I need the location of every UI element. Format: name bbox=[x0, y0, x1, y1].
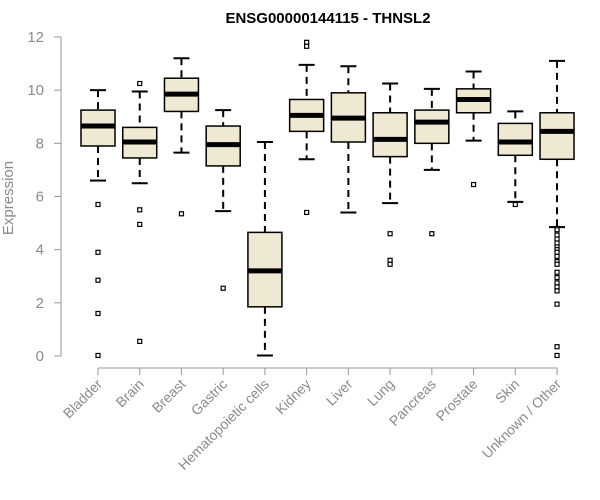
box-hematopoietic-cells bbox=[247, 141, 283, 357]
outlier-point-skin-0 bbox=[512, 201, 518, 208]
box-bladder bbox=[80, 89, 116, 359]
y-tick-label-12: 12 bbox=[27, 29, 44, 46]
boxes-group bbox=[80, 39, 575, 359]
outlier-point-brain-2 bbox=[137, 221, 143, 228]
x-tick-label-bladder: Bladder bbox=[60, 376, 106, 422]
outlier-point-unknown-other-16 bbox=[554, 301, 560, 307]
iqr-box-pancreas bbox=[414, 109, 450, 145]
x-tick-label-unknown-other: Unknown / Other bbox=[479, 376, 565, 462]
outlier-point-bladder-2 bbox=[95, 277, 101, 283]
outlier-point-unknown-other-8 bbox=[554, 253, 560, 259]
outlier-point-bladder-3 bbox=[95, 310, 101, 317]
box-unknown-other bbox=[539, 59, 575, 359]
y-tick-label-4: 4 bbox=[36, 242, 44, 259]
outlier-point-unknown-other-17 bbox=[554, 344, 560, 350]
outlier-point-unknown-other-12 bbox=[554, 274, 560, 281]
x-tick-label-prostate: Prostate bbox=[433, 376, 481, 424]
y-axis-ticks: 0 2 4 6 8 10 12 bbox=[27, 29, 61, 365]
iqr-box-skin bbox=[497, 122, 534, 157]
y-tick-label-8: 8 bbox=[36, 135, 44, 152]
outlier-point-brain-0 bbox=[137, 80, 143, 87]
y-tick-label-10: 10 bbox=[27, 82, 44, 99]
outlier-point-unknown-other-11 bbox=[554, 269, 560, 275]
outlier-point-brain-3 bbox=[137, 338, 143, 344]
outlier-point-unknown-other-10 bbox=[554, 261, 560, 267]
y-tick-label-2: 2 bbox=[36, 295, 44, 312]
box-skin bbox=[497, 110, 534, 208]
outlier-point-bladder-0 bbox=[95, 201, 101, 208]
outlier-point-brain-1 bbox=[137, 207, 143, 213]
x-tick-label-liver: Liver bbox=[323, 376, 356, 409]
box-lung bbox=[372, 82, 408, 267]
box-liver bbox=[330, 65, 367, 214]
iqr-box-lung bbox=[372, 112, 408, 158]
box-kidney bbox=[288, 39, 325, 216]
outlier-point-gastric-0 bbox=[220, 285, 226, 291]
x-tick-label-lung: Lung bbox=[364, 376, 397, 409]
box-breast bbox=[163, 57, 200, 217]
y-tick-label-6: 6 bbox=[36, 189, 44, 206]
box-gastric bbox=[205, 109, 241, 291]
y-tick-label-0: 0 bbox=[36, 348, 44, 365]
outlier-point-kidney-2 bbox=[304, 209, 310, 216]
outlier-point-breast-0 bbox=[178, 211, 185, 217]
outlier-point-bladder-1 bbox=[95, 249, 101, 255]
outlier-point-bladder-4 bbox=[95, 352, 101, 359]
box-brain bbox=[121, 80, 158, 344]
x-tick-label-skin: Skin bbox=[492, 376, 523, 407]
box-pancreas bbox=[414, 87, 450, 237]
outlier-point-pancreas-0 bbox=[429, 231, 435, 237]
box-prostate bbox=[455, 70, 492, 188]
outlier-point-lung-0 bbox=[387, 231, 393, 237]
outlier-point-kidney-1 bbox=[304, 43, 310, 49]
outlier-point-lung-2 bbox=[387, 261, 393, 267]
x-tick-label-breast: Breast bbox=[149, 376, 189, 416]
x-tick-label-kidney: Kidney bbox=[272, 376, 314, 418]
x-tick-label-brain: Brain bbox=[112, 376, 146, 410]
outlier-point-unknown-other-18 bbox=[554, 352, 560, 359]
chart-title: ENSG00000144115 - THNSL2 bbox=[225, 10, 430, 27]
y-axis-label: Expression bbox=[0, 161, 17, 235]
outlier-point-prostate-0 bbox=[470, 181, 477, 188]
iqr-box-unknown-other bbox=[539, 112, 575, 161]
outlier-point-unknown-other-1 bbox=[554, 227, 560, 233]
outlier-point-unknown-other-15 bbox=[554, 288, 560, 294]
